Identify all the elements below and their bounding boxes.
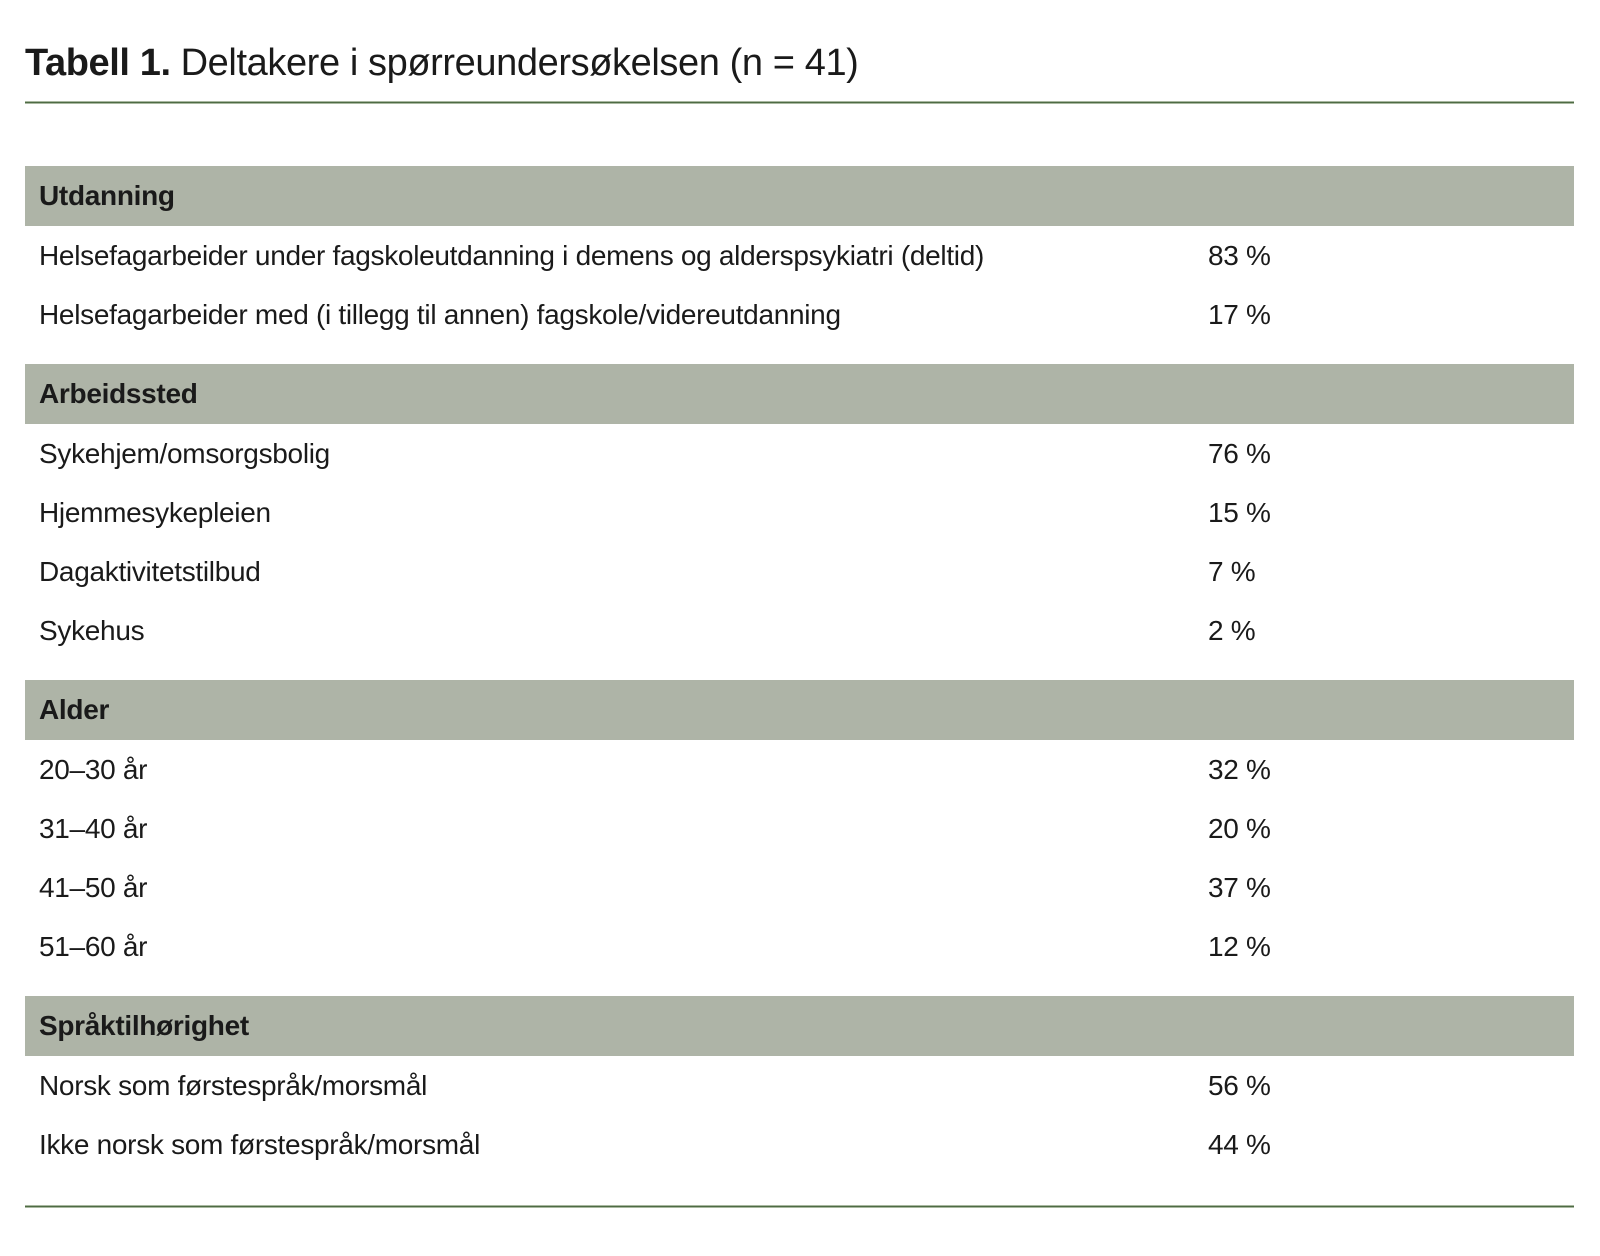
table-row: Dagaktivitetstilbud 7 % <box>25 542 1574 601</box>
table-row: Helsefagarbeider med (i tillegg til anne… <box>25 285 1574 344</box>
row-value: 20 % <box>1208 812 1271 844</box>
table-row: Sykehjem/omsorgsbolig 76 % <box>25 424 1574 483</box>
row-label: Sykehjem/omsorgsbolig <box>39 437 330 469</box>
row-label: 20–30 år <box>39 753 148 785</box>
row-label: Norsk som førstespråk/morsmål <box>39 1069 428 1101</box>
row-value: 17 % <box>1208 298 1271 330</box>
table-row: 20–30 år 32 % <box>25 740 1574 799</box>
table-row: 51–60 år 12 % <box>25 917 1574 976</box>
table-content: Tabell 1. Deltakere i spørreundersøkelsen… <box>25 0 1574 1208</box>
bottom-rule <box>25 1205 1574 1208</box>
row-value: 76 % <box>1208 437 1271 469</box>
section-header-label: Alder <box>39 694 110 725</box>
table-body: Utdanning Helsefagarbeider under fagskol… <box>25 166 1574 1174</box>
row-label: 51–60 år <box>39 930 148 962</box>
table-number: Tabell 1. <box>25 42 171 84</box>
table-row: Helsefagarbeider under fagskoleutdanning… <box>25 226 1574 285</box>
section-header-arbeidssted: Arbeidssted <box>25 364 1574 424</box>
top-rule <box>25 101 1574 104</box>
table-row: Norsk som førstespråk/morsmål 56 % <box>25 1056 1574 1115</box>
row-label: Sykehus <box>39 614 145 646</box>
row-value: 7 % <box>1208 555 1256 587</box>
section-header-label: Arbeidssted <box>39 378 198 409</box>
section-header-utdanning: Utdanning <box>25 166 1574 226</box>
row-label: Helsefagarbeider under fagskoleutdanning… <box>39 239 985 271</box>
table-caption: Deltakere i spørreundersøkelsen (n = 41) <box>180 42 859 84</box>
table-row: Sykehus 2 % <box>25 601 1574 660</box>
table-row: 41–50 år 37 % <box>25 858 1574 917</box>
section-header-label: Utdanning <box>39 180 175 211</box>
table-title: Tabell 1. Deltakere i spørreundersøkelsen… <box>25 0 1574 86</box>
row-label: 31–40 år <box>39 812 148 844</box>
row-label: 41–50 år <box>39 871 148 903</box>
row-label: Ikke norsk som førstespråk/morsmål <box>39 1128 480 1160</box>
section-header-alder: Alder <box>25 680 1574 740</box>
row-value: 32 % <box>1208 753 1271 785</box>
section-header-label: Språktilhørighet <box>39 1010 249 1041</box>
table-row: Ikke norsk som førstespråk/morsmål 44 % <box>25 1115 1574 1174</box>
row-value: 12 % <box>1208 930 1271 962</box>
row-value: 56 % <box>1208 1069 1271 1101</box>
row-label: Hjemmesykepleien <box>39 496 271 528</box>
section-header-spraktilhorighet: Språktilhørighet <box>25 996 1574 1056</box>
row-value: 15 % <box>1208 496 1271 528</box>
row-value: 44 % <box>1208 1128 1271 1160</box>
table-row: Hjemmesykepleien 15 % <box>25 483 1574 542</box>
table-row: 31–40 år 20 % <box>25 799 1574 858</box>
row-value: 83 % <box>1208 239 1271 271</box>
row-value: 2 % <box>1208 614 1256 646</box>
row-label: Helsefagarbeider med (i tillegg til anne… <box>39 298 841 330</box>
row-value: 37 % <box>1208 871 1271 903</box>
row-label: Dagaktivitetstilbud <box>39 555 261 587</box>
